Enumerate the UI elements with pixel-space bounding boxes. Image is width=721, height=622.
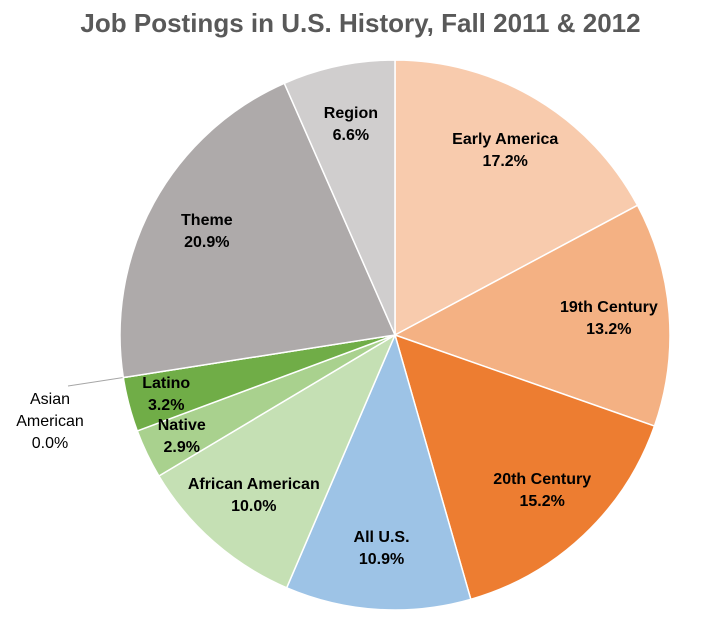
category-label: 20th Century (493, 471, 592, 488)
data-label: 19th Century 13.2% (560, 297, 658, 341)
chart-title: Job Postings in U.S. History, Fall 2011 … (80, 8, 641, 38)
leader-line (67, 377, 124, 387)
value-label: 0.0% (31, 435, 69, 452)
value-label: 2.9% (163, 439, 200, 457)
value-label: 15.2% (519, 493, 565, 510)
category-label: African American (187, 476, 320, 494)
category-label: Region (323, 105, 378, 123)
data-label: Native 2.9% (158, 415, 206, 459)
category-label: 19th Century (559, 298, 658, 316)
data-label: Early America 17.2% (452, 129, 558, 173)
data-label: 20th Century 15.2% (493, 469, 591, 513)
value-label: 6.6% (332, 127, 370, 145)
pie-slice (285, 332, 472, 611)
category-label: Latino (142, 374, 191, 392)
value-label: 13.2% (586, 320, 632, 338)
data-label: Theme 20.9% (181, 210, 233, 254)
data-label: Latino 3.2% (142, 373, 190, 417)
value-label: 20.9% (184, 234, 230, 252)
data-label: African American 10.0% (188, 474, 320, 518)
pie-slice (394, 59, 639, 337)
value-label: 3.2% (147, 396, 185, 414)
data-label: Asian American 0.0% (5, 389, 95, 455)
value-label: 10.9% (358, 551, 405, 569)
category-label: Native (157, 417, 206, 435)
pie-slice (283, 59, 396, 336)
category-label: Theme (181, 212, 233, 230)
category-label: All U.S. (353, 529, 410, 547)
pie-slice (393, 333, 656, 601)
category-label: Asian American (16, 391, 84, 430)
category-label: Early America (452, 131, 559, 148)
data-label: Region 6.6% (324, 103, 378, 147)
value-label: 10.0% (231, 498, 277, 516)
pie-slice (393, 204, 671, 427)
value-label: 17.2% (482, 153, 528, 170)
pie-slice (119, 82, 397, 379)
pie-slice (157, 333, 397, 589)
data-label: All U.S. 10.9% (354, 527, 410, 571)
